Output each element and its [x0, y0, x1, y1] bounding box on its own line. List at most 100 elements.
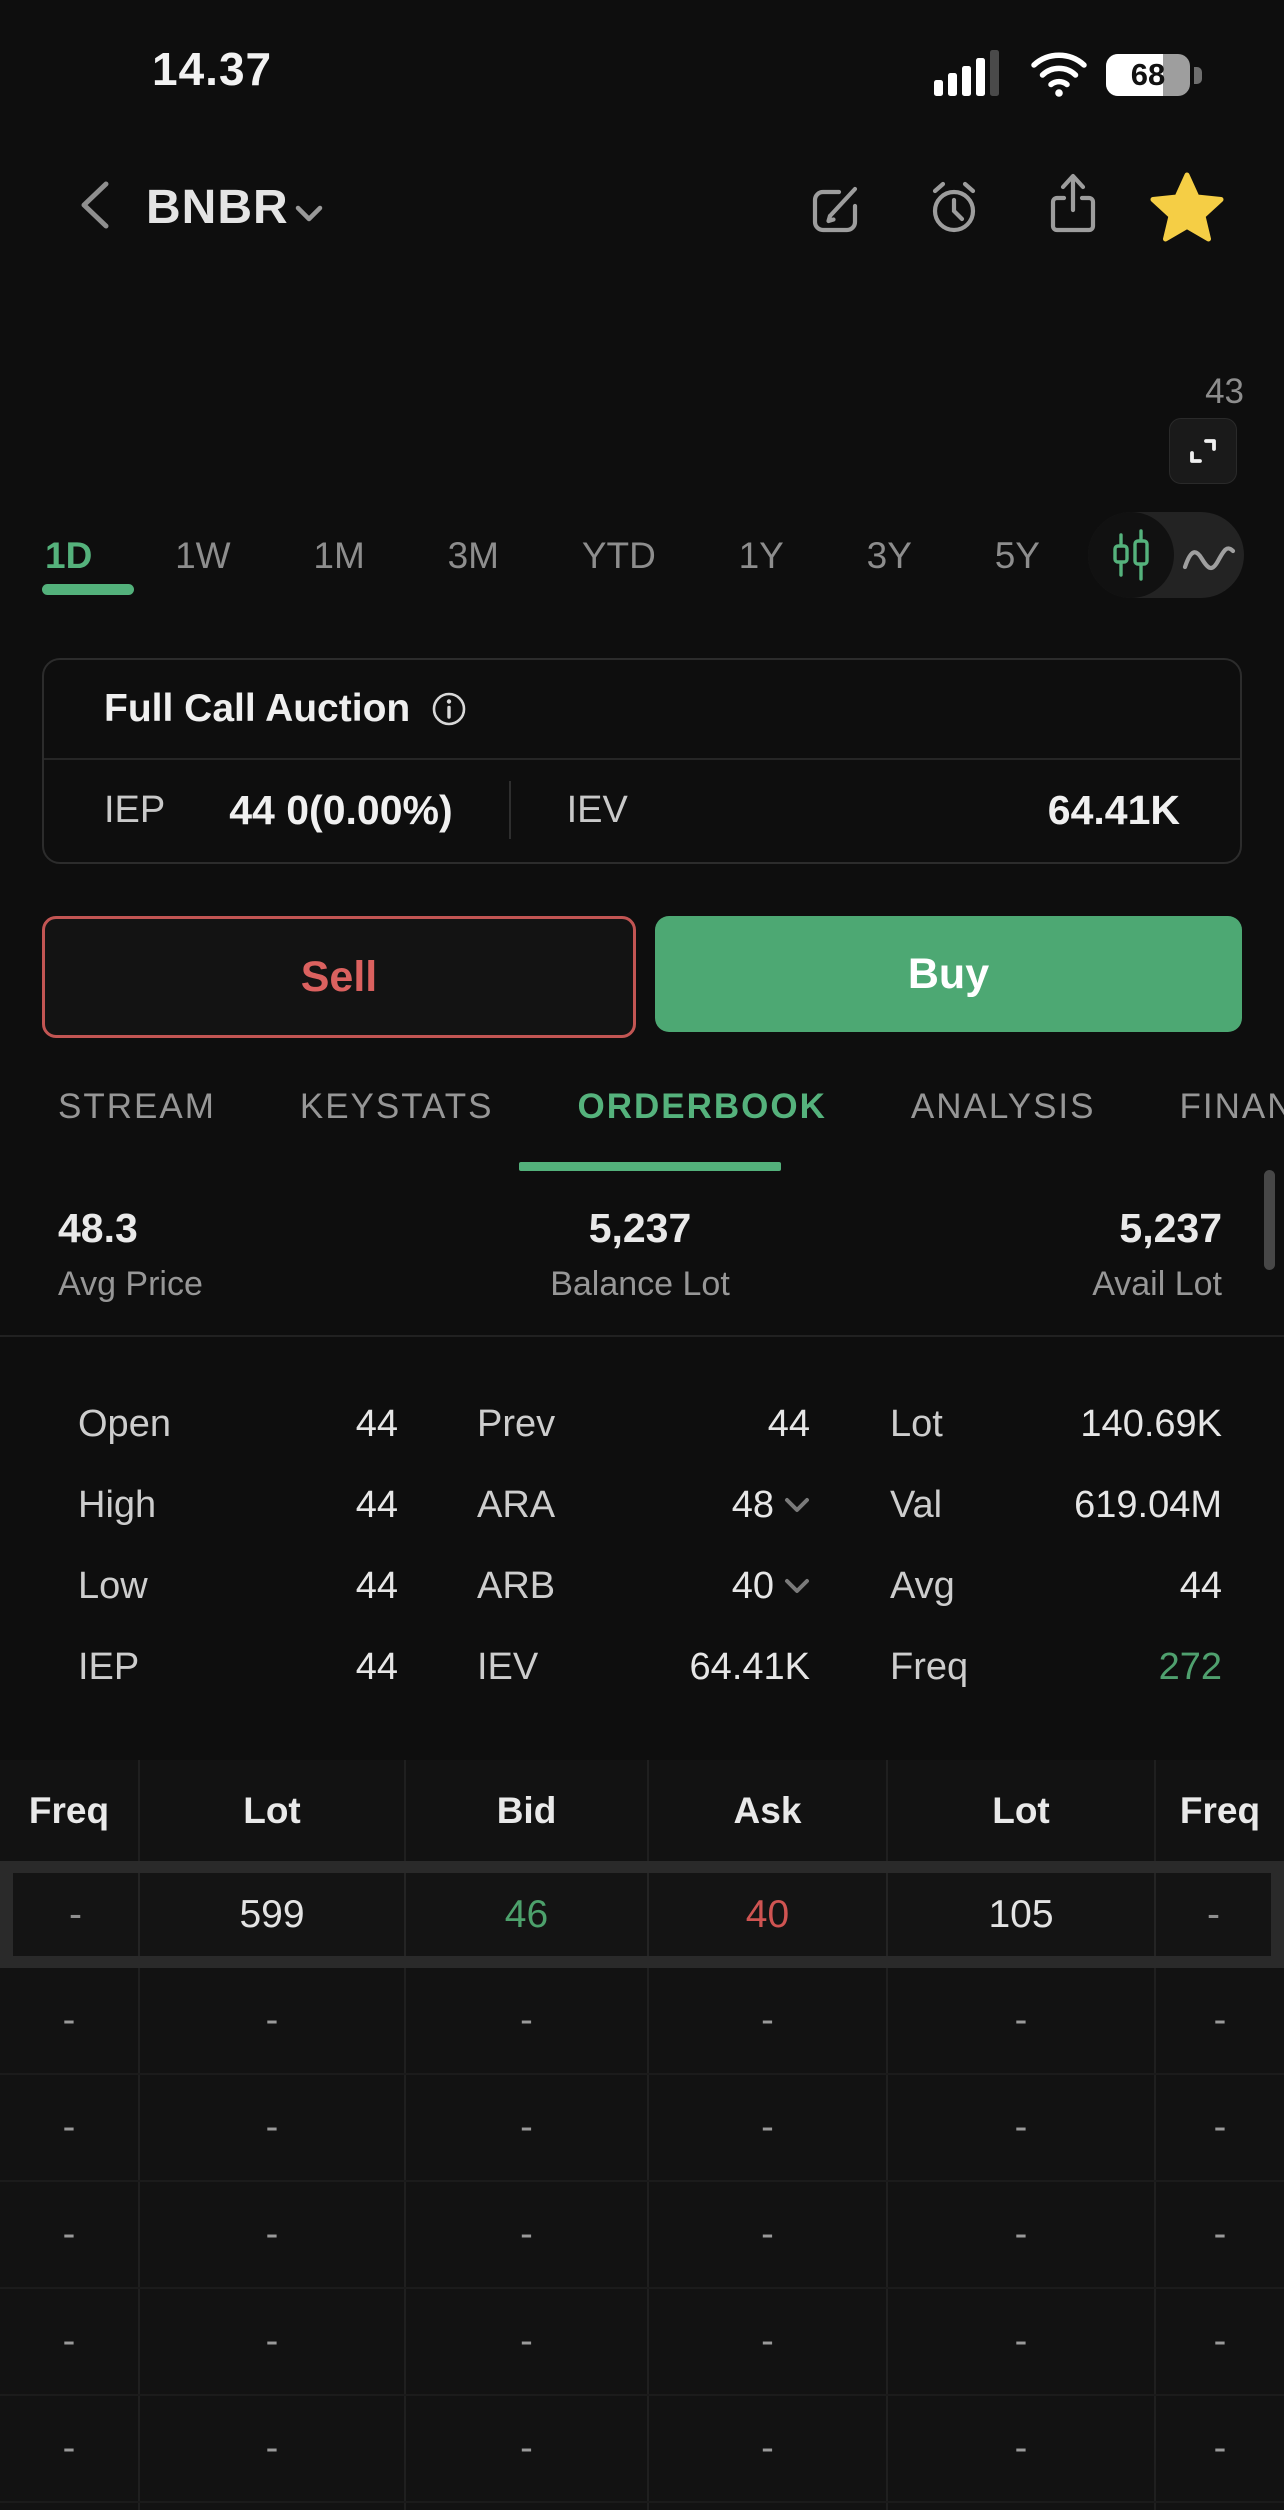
range-tab-3m[interactable]: 3M — [447, 535, 500, 576]
orderbook-best-row[interactable]: - 599 46 40 105 - — [13, 1873, 1271, 1956]
section-divider — [0, 1335, 1284, 1337]
orderbook-empty-row: - - - - - - — [0, 2501, 1284, 2510]
empty-cell: - — [138, 2075, 404, 2180]
best-bid-price[interactable]: 46 — [404, 1873, 647, 1956]
chevron-down-icon[interactable] — [784, 1578, 810, 1595]
empty-cell: - — [138, 2396, 404, 2501]
empty-cell: - — [886, 2075, 1154, 2180]
cellular-signal-icon — [934, 50, 1014, 96]
stat-value: 44 — [767, 1403, 810, 1445]
best-ask-price[interactable]: 40 — [647, 1873, 886, 1956]
tab-keystats[interactable]: KEYSTATS — [299, 1087, 494, 1126]
tab-analysis[interactable]: ANALYSIS — [910, 1087, 1096, 1126]
alarm-icon[interactable] — [922, 176, 986, 240]
expand-icon — [1190, 439, 1216, 463]
favorite-star-icon[interactable] — [1150, 172, 1224, 242]
empty-cell: - — [886, 2396, 1154, 2501]
chart-type-toggle — [1088, 512, 1244, 598]
empty-cell: - — [647, 2289, 886, 2394]
range-tab-1y[interactable]: 1Y — [738, 535, 784, 576]
chart-expand-button[interactable] — [1169, 418, 1237, 484]
tab-financials[interactable]: FINANCIALS — [1179, 1087, 1284, 1126]
stat-label: Val — [890, 1484, 943, 1526]
range-tab-1m[interactable]: 1M — [313, 535, 365, 576]
vertical-divider — [508, 781, 511, 839]
empty-cell: - — [62, 1999, 76, 2041]
empty-cell: - — [886, 2182, 1154, 2287]
stat-label: Freq — [890, 1646, 969, 1688]
empty-cell: - — [886, 2503, 1154, 2510]
empty-cell: - — [647, 2075, 886, 2180]
battery-nub — [1194, 67, 1202, 84]
iep-label: IEP — [104, 788, 166, 831]
stat-value: 40 — [731, 1565, 774, 1607]
range-tab-ytd[interactable]: YTD — [581, 535, 656, 576]
stats-row: IEP 44 IEV 64.41K Freq 272 — [78, 1627, 1222, 1708]
summary-value: 48.3 — [58, 1205, 138, 1251]
summary-avg-price: 48.3 Avg Price — [58, 1205, 446, 1304]
tab-stream[interactable]: STREAM — [58, 1087, 216, 1126]
chevron-down-icon[interactable] — [784, 1497, 810, 1514]
orderbook-table: Freq Lot Bid Ask Lot Freq - 599 46 40 10… — [0, 1760, 1284, 2510]
sell-button[interactable]: Sell — [42, 916, 636, 1038]
share-icon[interactable] — [1046, 170, 1100, 238]
line-chart-toggle[interactable] — [1174, 536, 1244, 574]
info-icon[interactable] — [430, 690, 468, 728]
stat-value-freq: 272 — [1158, 1646, 1222, 1688]
back-icon[interactable] — [74, 178, 118, 232]
best-row-highlight: - 599 46 40 105 - — [0, 1861, 1284, 1968]
col-header-ask: Ask — [647, 1760, 886, 1861]
range-tab-1d[interactable]: 1D — [45, 535, 93, 576]
symbol-title[interactable]: BNBR — [146, 181, 289, 234]
empty-cell: - — [886, 2289, 1154, 2394]
range-tabs: 1D 1W 1M 3M YTD 1Y 3Y 5Y — [45, 520, 1040, 592]
empty-cell: - — [647, 1968, 886, 2073]
empty-cell: - — [62, 2106, 76, 2148]
col-header-lot-ask: Lot — [886, 1760, 1154, 1861]
empty-cell: - — [138, 1968, 404, 2073]
stat-label: Open — [78, 1403, 171, 1445]
orderbook-empty-row: - - - - - - — [0, 2073, 1284, 2180]
line-chart-icon — [1182, 546, 1236, 570]
empty-cell: - — [404, 2503, 647, 2510]
range-tab-3y[interactable]: 3Y — [866, 535, 912, 576]
stat-label: IEP — [78, 1646, 140, 1688]
empty-cell: - — [404, 2075, 647, 2180]
scrollbar-thumb[interactable] — [1264, 1170, 1275, 1270]
best-freq-ask: - — [1154, 1873, 1271, 1956]
empty-cell: - — [138, 2289, 404, 2394]
stats-grid: Open 44 Prev 44 Lot 140.69K High 44 ARA 48 V… — [78, 1384, 1222, 1708]
tab-active-underline — [519, 1162, 781, 1171]
stats-row: Open 44 Prev 44 Lot 140.69K — [78, 1384, 1222, 1465]
best-lot-bid: 599 — [138, 1873, 404, 1956]
status-time: 14.37 — [152, 43, 273, 95]
best-freq-bid: - — [69, 1892, 82, 1936]
candlestick-toggle[interactable] — [1088, 512, 1174, 598]
empty-cell: - — [1154, 2075, 1284, 2180]
chevron-down-icon[interactable] — [294, 204, 324, 224]
summary-balance-lot: 5,237 Balance Lot — [446, 1205, 834, 1304]
orderbook-header: Freq Lot Bid Ask Lot Freq — [0, 1760, 1284, 1861]
col-header-freq-bid: Freq — [28, 1789, 110, 1831]
range-tab-5y[interactable]: 5Y — [994, 535, 1040, 576]
empty-cell: - — [647, 2182, 886, 2287]
empty-cell: - — [62, 2320, 76, 2362]
stat-label: Prev — [477, 1403, 556, 1445]
edit-icon[interactable] — [806, 176, 864, 238]
position-summary: 48.3 Avg Price 5,237 Balance Lot 5,237 A… — [58, 1205, 1222, 1304]
stat-label: ARA — [477, 1484, 556, 1526]
empty-cell: - — [0, 2503, 138, 2510]
summary-label: Avg Price — [58, 1265, 203, 1303]
stat-value-dropdown: 48 — [732, 1484, 810, 1527]
range-tab-1w[interactable]: 1W — [175, 535, 231, 576]
empty-cell: - — [1154, 1968, 1284, 2073]
tab-orderbook[interactable]: ORDERBOOK — [577, 1087, 827, 1126]
col-header-bid: Bid — [404, 1760, 647, 1861]
stats-row: High 44 ARA 48 Val 619.04M — [78, 1465, 1222, 1546]
buy-button[interactable]: Buy — [655, 916, 1242, 1032]
empty-cell: - — [62, 2427, 76, 2469]
empty-cell: - — [62, 2213, 76, 2255]
empty-cell: - — [138, 2182, 404, 2287]
stat-value: 64.41K — [689, 1646, 810, 1688]
